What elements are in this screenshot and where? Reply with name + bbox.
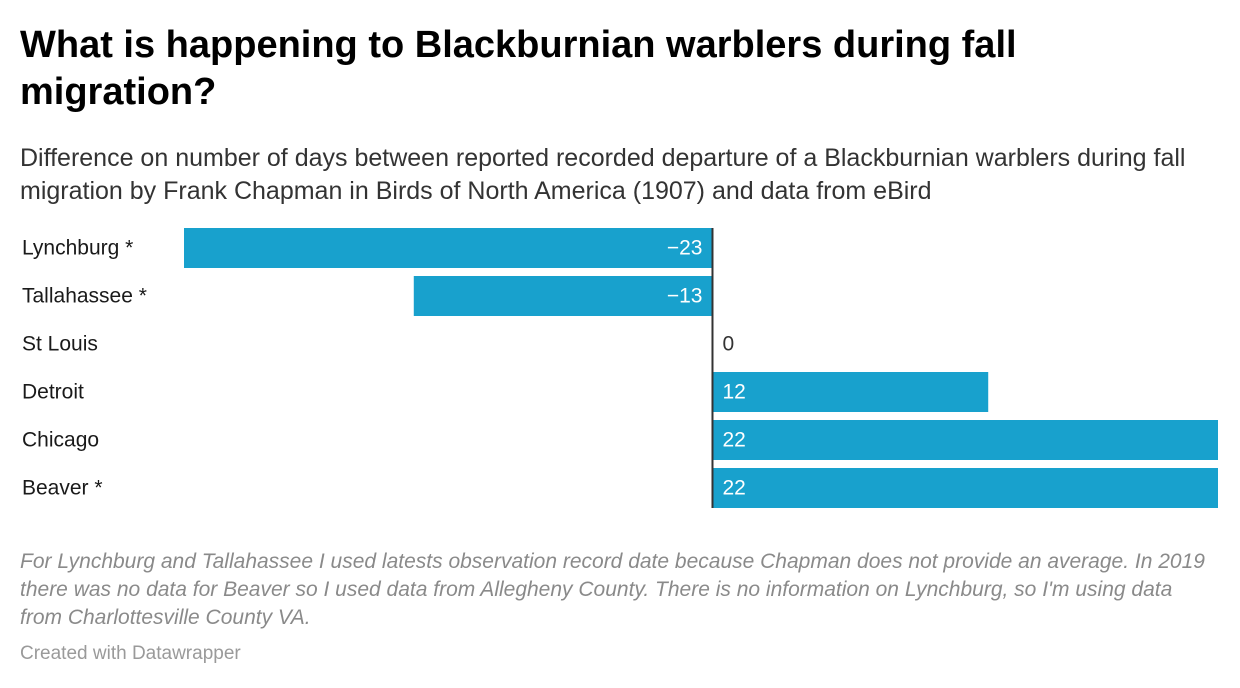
category-label: Detroit bbox=[22, 381, 84, 404]
bar bbox=[413, 276, 713, 316]
value-label: 22 bbox=[722, 429, 745, 452]
bar bbox=[712, 468, 1218, 508]
value-label: 0 bbox=[722, 333, 734, 356]
chart-title: What is happening to Blackburnian warble… bbox=[20, 24, 1017, 113]
category-label: Chicago bbox=[22, 429, 99, 452]
bar bbox=[712, 372, 989, 412]
value-label: 12 bbox=[722, 381, 745, 404]
bar-chart: Lynchburg * −23 Tallahassee * −13 St Louis 0 D… bbox=[22, 228, 1218, 508]
bar bbox=[712, 420, 1218, 460]
bar bbox=[184, 228, 713, 268]
category-label: St Louis bbox=[22, 333, 98, 356]
category-label: Beaver * bbox=[22, 477, 103, 500]
chart-notes: For Lynchburg and Tallahassee I used lat… bbox=[20, 550, 1205, 629]
chart-subtitle: Difference on number of days between rep… bbox=[20, 144, 1186, 205]
value-label: −23 bbox=[667, 237, 703, 260]
value-label: 22 bbox=[722, 477, 745, 500]
category-label: Lynchburg * bbox=[22, 237, 133, 260]
datawrapper-credit: Created with Datawrapper bbox=[20, 643, 241, 664]
value-label: −13 bbox=[667, 285, 703, 308]
category-label: Tallahassee * bbox=[22, 285, 147, 308]
